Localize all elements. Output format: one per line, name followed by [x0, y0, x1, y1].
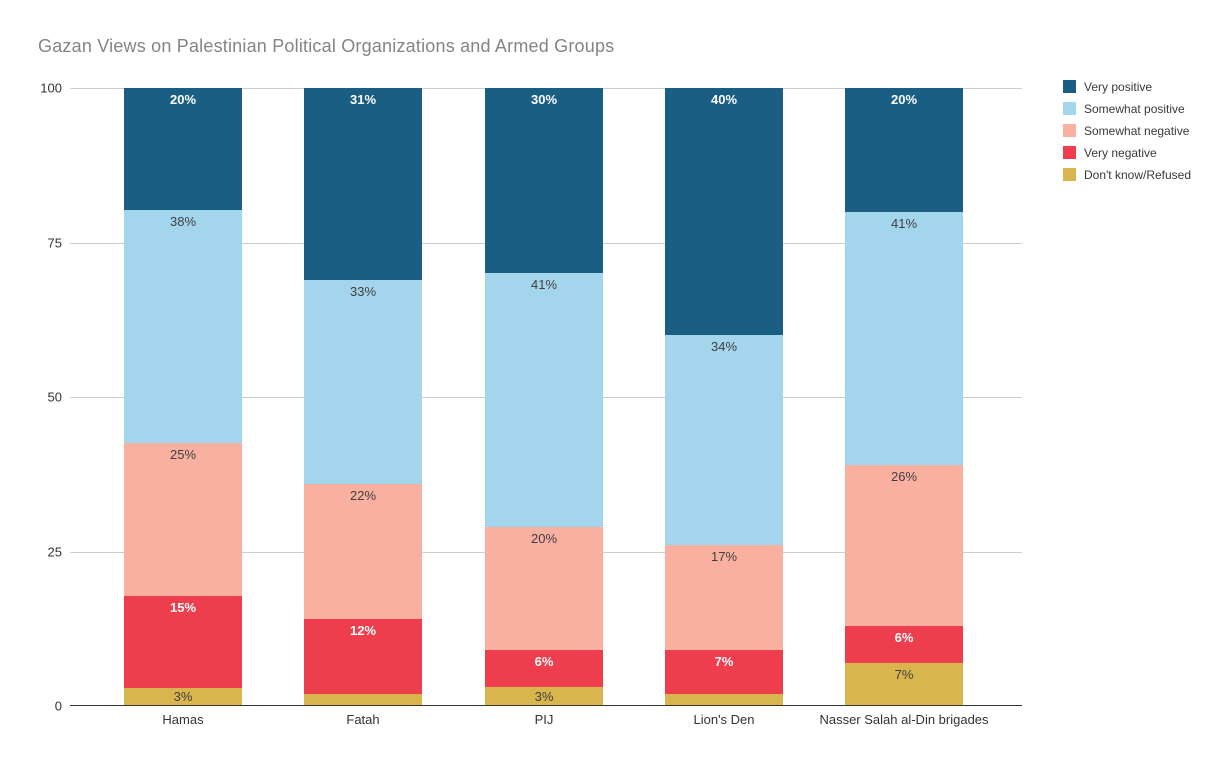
- segment-value-label: 34%: [710, 339, 738, 355]
- bar-segment: 12%: [304, 619, 422, 694]
- segment-value-label: 41%: [890, 215, 918, 231]
- segment-value-label: 25%: [169, 446, 197, 462]
- x-axis-baseline: [70, 705, 1022, 706]
- segment-value-label: 7%: [894, 666, 914, 682]
- bar-segment: [304, 693, 422, 706]
- segment-value-label: 3%: [173, 689, 193, 705]
- bar-segment: 20%: [124, 88, 242, 211]
- segment-value-label: 31%: [349, 92, 377, 107]
- legend-item: Very positive: [1063, 79, 1191, 94]
- x-axis: Hamas Fatah PIJ Lion's Den Nasser Salah al-D…: [70, 712, 1022, 732]
- segment-value-label: 20%: [169, 92, 197, 107]
- legend-item: Somewhat positive: [1063, 101, 1191, 116]
- bar-segment: [665, 693, 783, 706]
- segment-value-label: 22%: [349, 487, 377, 503]
- segment-value-label: 17%: [710, 549, 738, 565]
- bar-segment: 40%: [665, 88, 783, 336]
- bar-segment: 30%: [485, 88, 603, 274]
- legend-item: Very negative: [1063, 145, 1191, 160]
- segment-value-label: 41%: [530, 277, 558, 293]
- segment-value-label: 38%: [169, 214, 197, 230]
- bar-segment: 20%: [845, 88, 963, 212]
- legend-swatch-icon: [1063, 168, 1076, 181]
- chart-title: Gazan Views on Palestinian Political Org…: [38, 36, 615, 56]
- y-axis: 0 25 50 75 100: [0, 81, 62, 714]
- legend-item: Don't know/Refused: [1063, 167, 1192, 182]
- bar-segment: 15%: [124, 595, 242, 688]
- bar-segment: 33%: [304, 279, 422, 484]
- bar-segment: 25%: [124, 442, 242, 596]
- x-tick-label: PIJ: [534, 712, 554, 727]
- y-tick-label: 75: [47, 235, 62, 250]
- bar-nasser-salah-al-din-brigades: 20% 41% 26% 6% 7%: [845, 88, 963, 706]
- legend-swatch-icon: [1063, 146, 1076, 159]
- y-tick-label: 100: [40, 80, 62, 96]
- plot-area: 20% 38% 25% 15% 3% 31% 33% 22% 12% 30% 41% 20% 6% 3% 4…: [70, 88, 1022, 706]
- segment-value-label: 7%: [714, 654, 734, 670]
- bar-lion-s-den: 40% 34% 17% 7%: [665, 88, 783, 706]
- bar-segment: 17%: [665, 545, 783, 651]
- segment-value-label: 40%: [710, 92, 738, 107]
- bar-segment: 31%: [304, 88, 422, 280]
- bar-segment: 7%: [665, 650, 783, 694]
- bar-fatah: 31% 33% 22% 12%: [304, 88, 422, 706]
- bar-segment: 34%: [665, 335, 783, 546]
- legend-swatch-icon: [1063, 124, 1076, 137]
- legend: Very positive Somewhat positive Somewhat n…: [1063, 80, 1191, 190]
- segment-value-label: 12%: [349, 623, 377, 639]
- x-tick-label: Hamas: [162, 712, 204, 727]
- x-tick-label: Lion's Den: [693, 712, 755, 727]
- bar-segment: 20%: [485, 526, 603, 651]
- segment-value-label: 3%: [534, 689, 554, 705]
- segment-value-label: 20%: [530, 530, 558, 546]
- segment-value-label: 6%: [534, 654, 554, 670]
- segment-value-label: 33%: [349, 283, 377, 299]
- bar-segment: 38%: [124, 210, 242, 443]
- legend-label: Don't know/Refused: [1084, 167, 1192, 182]
- segment-value-label: 26%: [890, 468, 918, 484]
- y-tick-label: 25: [47, 544, 62, 559]
- legend-label: Very positive: [1084, 79, 1153, 94]
- segment-value-label: 30%: [530, 92, 558, 107]
- bar-segment: 7%: [845, 662, 963, 706]
- legend-label: Very negative: [1084, 145, 1157, 160]
- bar-segment: 3%: [485, 687, 603, 706]
- legend-label: Somewhat positive: [1084, 101, 1185, 116]
- y-tick-label: 50: [47, 389, 62, 405]
- segment-value-label: 6%: [894, 629, 914, 645]
- bar-segment: 26%: [845, 464, 963, 626]
- bar-segment: 41%: [485, 273, 603, 527]
- bar-segment: 3%: [124, 687, 242, 706]
- segment-value-label: 15%: [169, 599, 197, 615]
- legend-label: Somewhat negative: [1084, 123, 1190, 138]
- y-tick-label: 0: [54, 698, 62, 714]
- bar-segment: 41%: [845, 211, 963, 465]
- bar-segment: 6%: [485, 650, 603, 688]
- bar-pij: 30% 41% 20% 6% 3%: [485, 88, 603, 706]
- x-tick-label: Nasser Salah al-Din brigades: [819, 712, 989, 727]
- bar-hamas: 20% 38% 25% 15% 3%: [124, 88, 242, 706]
- legend-swatch-icon: [1063, 80, 1076, 93]
- legend-swatch-icon: [1063, 102, 1076, 115]
- bar-segment: 22%: [304, 483, 422, 620]
- legend-item: Somewhat negative: [1063, 123, 1191, 138]
- bar-segment: 6%: [845, 625, 963, 663]
- x-tick-label: Fatah: [346, 712, 380, 727]
- segment-value-label: 20%: [890, 92, 918, 107]
